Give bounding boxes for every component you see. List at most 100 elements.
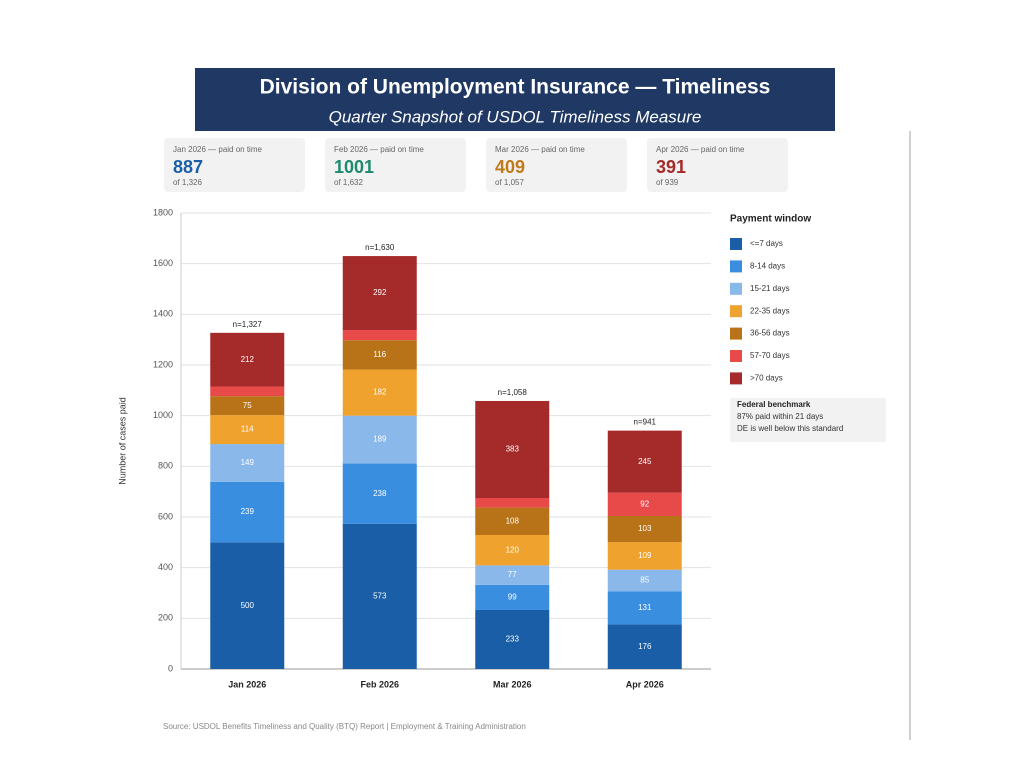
- x-tick-label: Apr 2026: [626, 679, 664, 689]
- bar-segment: [210, 542, 285, 669]
- value-label: 383: [506, 445, 520, 454]
- kpi-label: Apr 2026 — paid on time: [656, 145, 745, 154]
- legend-swatch: [730, 350, 742, 362]
- legend-label: 57-70 days: [750, 351, 790, 360]
- value-label: 131: [638, 603, 652, 612]
- y-tick-label: 1000: [153, 410, 173, 420]
- source-note: Source: USDOL Benefits Timeliness and Qu…: [163, 722, 526, 731]
- bar-segment: [210, 396, 285, 416]
- value-label: 292: [373, 288, 387, 297]
- value-label: 75: [243, 401, 252, 410]
- y-tick-label: 600: [158, 511, 173, 521]
- bar-segment: [210, 332, 285, 387]
- value-label: 85: [640, 576, 649, 585]
- bar-segment: [342, 340, 417, 370]
- bar-segment: [342, 463, 417, 524]
- benchmark-box: [730, 398, 886, 442]
- y-tick-label: 1800: [153, 207, 173, 217]
- value-label: 103: [638, 524, 652, 533]
- kpi-value: 391: [656, 157, 686, 177]
- legend-title: Payment window: [730, 214, 811, 225]
- value-label: 500: [241, 601, 255, 610]
- bar-segment: [342, 523, 417, 669]
- value-label: 189: [373, 435, 387, 444]
- bar-segment: [607, 542, 682, 570]
- value-label: 182: [373, 388, 387, 397]
- legend-label: >70 days: [750, 374, 783, 383]
- legend-swatch: [730, 282, 742, 295]
- bar-segment: [342, 415, 417, 464]
- value-label: 92: [640, 499, 649, 508]
- bar-segment: [475, 400, 550, 498]
- kpi-sub: of 1,632: [334, 178, 363, 187]
- bar-segment: [607, 492, 682, 516]
- bar-segment: [475, 565, 550, 585]
- kpi-label: Mar 2026 — paid on time: [495, 145, 585, 154]
- value-label: 108: [506, 516, 520, 525]
- bar-segment: [475, 584, 550, 610]
- y-tick-label: 200: [158, 613, 173, 623]
- bar-segment: [475, 507, 550, 535]
- x-tick-label: Feb 2026: [360, 679, 399, 689]
- total-label: n=941: [634, 418, 657, 427]
- benchmark-line: 87% paid within 21 days: [737, 412, 823, 421]
- bar-segment: [607, 515, 682, 543]
- legend-swatch: [730, 305, 742, 318]
- value-label: 573: [373, 592, 387, 601]
- kpi-card: [164, 138, 305, 192]
- legend-label: <=7 days: [750, 239, 783, 248]
- value-label: 176: [638, 642, 652, 651]
- kpi-value: 887: [173, 157, 203, 177]
- kpi-card: [325, 138, 466, 192]
- value-label: 109: [638, 551, 652, 560]
- bar-segment: [210, 481, 285, 543]
- bar-segment: [475, 534, 550, 566]
- kpi-card: [486, 138, 627, 192]
- y-tick-label: 1400: [153, 309, 173, 319]
- bar-segment: [342, 256, 417, 331]
- y-tick-label: 800: [158, 461, 173, 471]
- bar-segment: [210, 386, 285, 397]
- bar-segment: [475, 498, 550, 508]
- value-label: 212: [241, 355, 255, 364]
- legend-label: 15-21 days: [750, 284, 790, 293]
- legend-label: 36-56 days: [750, 329, 790, 338]
- kpi-value: 409: [495, 157, 525, 177]
- value-label: 99: [508, 593, 517, 602]
- kpi-card: [647, 138, 788, 192]
- value-label: 114: [241, 425, 254, 434]
- value-label: 116: [373, 350, 386, 359]
- kpi-sub: of 939: [656, 178, 679, 187]
- legend-label: 22-35 days: [750, 306, 790, 315]
- bar-segment: [607, 430, 682, 493]
- bar-segment: [210, 444, 285, 482]
- y-tick-label: 0: [168, 663, 173, 673]
- total-label: n=1,630: [365, 243, 395, 252]
- benchmark-line: DE is well below this standard: [737, 424, 843, 433]
- y-tick-label: 1600: [153, 258, 173, 268]
- kpi-sub: of 1,057: [495, 178, 524, 187]
- value-label: 238: [373, 489, 387, 498]
- bar-segment: [607, 591, 682, 625]
- header-subtitle: Quarter Snapshot of USDOL Timeliness Mea…: [329, 107, 702, 126]
- kpi-value: 1001: [334, 157, 374, 177]
- value-label: 77: [508, 570, 517, 579]
- x-tick-label: Jan 2026: [228, 679, 266, 689]
- header-title: Division of Unemployment Insurance — Tim…: [260, 76, 771, 99]
- value-label: 233: [506, 635, 520, 644]
- y-tick-label: 1200: [153, 359, 173, 369]
- legend-swatch: [730, 238, 742, 250]
- bar-segment: [607, 624, 682, 669]
- bar-segment: [475, 609, 550, 669]
- kpi-sub: of 1,326: [173, 178, 202, 187]
- kpi-label: Jan 2026 — paid on time: [173, 145, 262, 154]
- legend-swatch: [730, 372, 742, 385]
- bar-segment: [342, 369, 417, 416]
- value-label: 239: [241, 507, 255, 516]
- legend-swatch: [730, 327, 742, 340]
- y-tick-label: 400: [158, 562, 173, 572]
- header-banner: [195, 68, 835, 131]
- kpi-label: Feb 2026 — paid on time: [334, 145, 424, 154]
